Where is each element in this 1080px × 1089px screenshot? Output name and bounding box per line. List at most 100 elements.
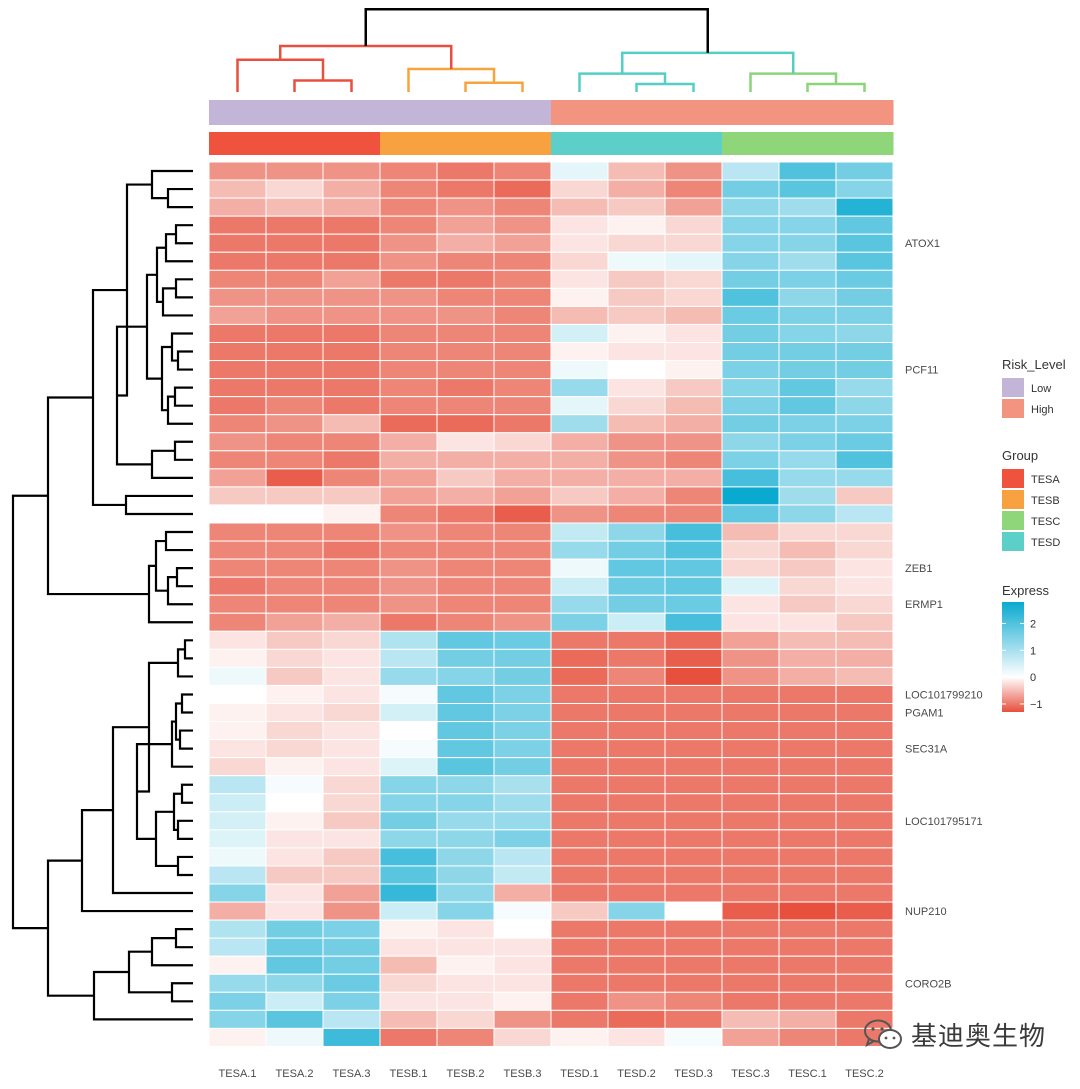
column-label: TESD.3: [674, 1068, 713, 1080]
heatmap-cell: [208, 414, 267, 434]
heatmap-cell: [493, 396, 552, 416]
heatmap-cell: [379, 883, 438, 903]
row-dendrogram-branch: [127, 950, 172, 994]
heatmap-cell: [778, 1009, 837, 1029]
heatmap-cell: [835, 775, 894, 795]
heatmap-cell: [379, 612, 438, 632]
heatmap-cell: [550, 1009, 609, 1029]
column-label: TESC.3: [731, 1068, 770, 1080]
heatmap-cell: [265, 251, 324, 271]
heatmap-cell: [379, 865, 438, 885]
heatmap-cell: [379, 251, 438, 271]
heatmap-cell: [322, 269, 381, 289]
heatmap-cell: [664, 757, 723, 777]
heatmap-cell: [835, 612, 894, 632]
heatmap-cell: [550, 612, 609, 632]
heatmap-cell: [550, 522, 609, 542]
heatmap-cell: [493, 305, 552, 325]
heatmap-cell: [436, 612, 495, 632]
group-annotation-cell: [836, 132, 894, 155]
heatmap-cell: [493, 576, 552, 596]
heatmap-cell: [379, 233, 438, 253]
heatmap-cell: [607, 468, 666, 488]
heatmap-cell: [607, 937, 666, 957]
heatmap-cell: [721, 630, 780, 650]
express-colorbar: [1002, 602, 1024, 712]
heatmap-cell: [379, 432, 438, 452]
heatmap-cell: [721, 522, 780, 542]
heatmap-cell: [778, 558, 837, 578]
heatmap-cell: [493, 829, 552, 849]
row-dendrogram-branch: [164, 530, 193, 552]
row-dendrogram-branch: [174, 224, 193, 245]
heatmap-cell: [550, 468, 609, 488]
group-annotation-cell: [494, 132, 552, 155]
wechat-icon: [863, 1019, 902, 1049]
heatmap-cell: [778, 684, 837, 705]
heatmap-cell: [436, 703, 495, 723]
heatmap-cell: [208, 811, 267, 831]
group-annotation-cell: [380, 132, 438, 155]
heatmap-cell: [208, 522, 267, 542]
heatmap-cell: [265, 684, 324, 705]
heatmap-cell: [436, 305, 495, 325]
heatmap-cell: [721, 540, 780, 560]
heatmap-cell: [208, 739, 267, 759]
heatmap-cell: [721, 323, 780, 344]
heatmap-cell: [664, 504, 723, 524]
heatmap-cell: [607, 594, 666, 614]
heatmap-cell: [778, 576, 837, 596]
heatmap-cell: [265, 883, 324, 903]
heatmap-cell: [265, 450, 324, 470]
heatmap-cell: [493, 215, 552, 235]
heatmap-cell: [379, 378, 438, 398]
heatmap-cell: [778, 793, 837, 813]
heatmap-cell: [208, 594, 267, 614]
heatmap-cell: [550, 991, 609, 1011]
heatmap-cell: [721, 161, 780, 181]
heatmap-cell: [493, 793, 552, 813]
heatmap-cell: [265, 666, 324, 686]
heatmap-cell: [664, 648, 723, 668]
row-dendrogram-branch: [178, 729, 193, 750]
row-dendrogram-branch: [170, 982, 193, 1003]
risk-level-annotation-cell: [779, 100, 837, 125]
heatmap-cell: [208, 865, 267, 885]
heatmap-cell: [436, 865, 495, 885]
heatmap-cell: [721, 612, 780, 632]
heatmap-cell: [436, 269, 495, 289]
heatmap-cell: [379, 576, 438, 596]
heatmap-cell: [379, 396, 438, 416]
heatmap-cell: [607, 630, 666, 650]
group-annotation-cell: [665, 132, 723, 155]
row-label: PGAM1: [905, 708, 944, 720]
row-labels: ATOX1 PCF11 ZEB1 ERMP1 LOC101799210 PGAM1 SEC3…: [905, 238, 983, 990]
heatmap-cell: [322, 432, 381, 452]
heatmap-cell: [550, 630, 609, 650]
heatmap-cell: [550, 432, 609, 452]
row-dendrogram-branch: [11, 494, 48, 930]
legend-label: TESA: [1031, 474, 1060, 486]
heatmap-cell: [265, 540, 324, 560]
heatmap-cell: [664, 378, 723, 398]
heatmap-cell: [208, 666, 267, 686]
heatmap-cell: [322, 161, 381, 181]
row-label: ATOX1: [905, 238, 940, 250]
heatmap-cell: [550, 486, 609, 506]
row-dendrogram-branch: [170, 332, 193, 362]
heatmap-cell: [322, 684, 381, 705]
legend-swatch: [1002, 378, 1024, 397]
heatmap-cell: [208, 468, 267, 488]
heatmap-cell: [265, 973, 324, 993]
heatmap-cell: [778, 1027, 837, 1047]
heatmap-cell: [265, 775, 324, 795]
heatmap-cell: [265, 504, 324, 524]
heatmap-cell: [322, 342, 381, 362]
heatmap-cell: [607, 775, 666, 795]
legend-label: TESB: [1031, 495, 1060, 507]
heatmap-cell: [493, 360, 552, 380]
heatmap-cell: [208, 883, 267, 903]
heatmap-cell: [493, 757, 552, 777]
heatmap-cell: [664, 666, 723, 686]
heatmap-cell: [322, 883, 381, 903]
